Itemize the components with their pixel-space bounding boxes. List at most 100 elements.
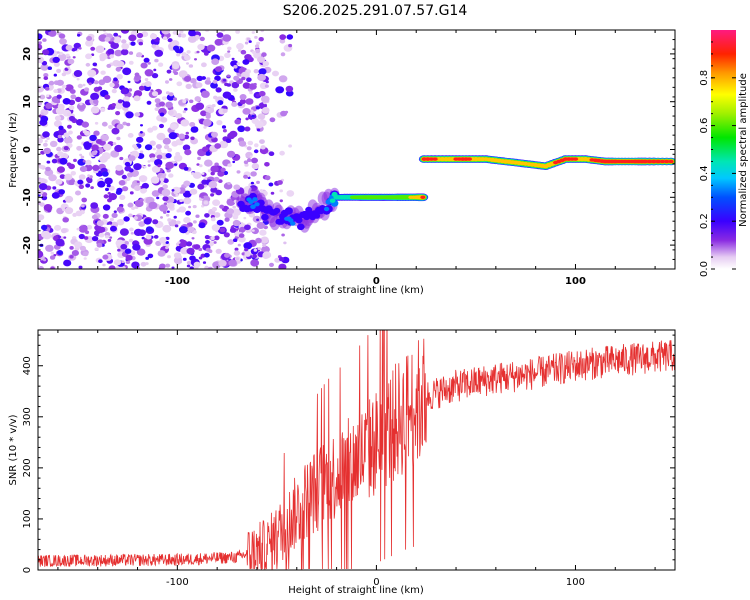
noise-speck [279, 189, 284, 193]
noise-speck [55, 179, 63, 185]
noise-speck [186, 264, 191, 268]
noise-speck [61, 72, 67, 77]
noise-speck [165, 153, 172, 159]
colorbar-tick-label: 0.2 [699, 213, 710, 229]
noise-speck [77, 33, 81, 37]
noise-speck [193, 261, 201, 268]
noise-speck [79, 245, 86, 251]
noise-speck [281, 233, 285, 237]
noise-speck [249, 91, 253, 95]
noise-speck [134, 112, 141, 117]
noise-speck [261, 245, 270, 254]
noise-speck [147, 127, 154, 133]
noise-speck [264, 162, 270, 167]
noise-speck [42, 38, 47, 42]
noise-speck [86, 77, 95, 85]
noise-speck [145, 234, 152, 240]
noise-speck [45, 166, 51, 172]
noise-speck [128, 238, 134, 243]
noise-speck [62, 217, 69, 223]
noise-speck [165, 161, 174, 169]
noise-speck [257, 73, 266, 82]
noise-speck [116, 123, 124, 130]
noise-speck [252, 254, 257, 259]
noise-speck [199, 164, 203, 168]
noise-speck [163, 144, 170, 150]
noise-speck [238, 49, 242, 52]
ridge-cell [323, 206, 330, 212]
noise-speck [253, 82, 257, 86]
noise-speck [136, 52, 143, 58]
noise-speck [95, 45, 105, 54]
noise-speck [151, 190, 160, 197]
noise-speck [227, 239, 234, 245]
noise-speck [268, 151, 275, 156]
noise-speck [82, 251, 89, 257]
noise-speck [232, 219, 241, 227]
noise-speck [138, 175, 148, 183]
noise-speck [179, 198, 184, 203]
noise-speck [227, 181, 231, 185]
noise-speck [166, 69, 172, 74]
noise-speck [167, 147, 173, 153]
noise-speck [186, 50, 191, 54]
noise-speck [213, 176, 220, 182]
noise-speck [43, 76, 49, 81]
noise-speck [231, 81, 240, 89]
noise-speck [264, 84, 269, 88]
noise-speck [214, 38, 223, 46]
noise-speck [104, 94, 111, 100]
y-tick-label: 0 [22, 146, 33, 153]
noise-speck [149, 33, 158, 40]
noise-speck [210, 187, 218, 193]
noise-speck [228, 259, 237, 267]
noise-speck [116, 206, 124, 213]
noise-speck [239, 98, 246, 105]
noise-speck [203, 126, 207, 129]
x-tick-label: 100 [565, 276, 586, 287]
noise-speck [180, 119, 190, 127]
noise-speck [223, 78, 227, 82]
noise-speck [60, 236, 65, 240]
noise-speck [194, 96, 201, 102]
noise-speck [237, 243, 241, 247]
noise-speck [198, 247, 203, 252]
noise-speck [91, 236, 99, 242]
noise-speck [124, 161, 131, 167]
noise-speck [171, 189, 175, 192]
noise-speck [184, 149, 192, 156]
ridge-cell [295, 216, 303, 224]
noise-speck [66, 112, 72, 117]
noise-speck [168, 173, 174, 178]
y-tick-label: 10 [22, 95, 33, 109]
ridge-cell [646, 159, 653, 164]
noise-speck [153, 235, 159, 239]
noise-speck [83, 236, 89, 240]
snr-frame [37, 329, 676, 571]
noise-speck [234, 247, 239, 251]
noise-speck [45, 102, 53, 109]
noise-speck [278, 75, 288, 83]
x-tick-label: -100 [166, 577, 189, 588]
noise-speck [120, 88, 128, 95]
noise-speck [162, 196, 169, 202]
noise-speck [204, 213, 210, 218]
noise-speck [113, 210, 117, 213]
noise-speck [261, 52, 267, 57]
noise-speck [43, 147, 51, 155]
noise-speck [257, 56, 266, 63]
noise-speck [44, 140, 48, 143]
ridge-cell [668, 159, 674, 164]
noise-speck [161, 188, 171, 197]
noise-speck [200, 196, 204, 199]
noise-speck [247, 140, 254, 146]
noise-speck [204, 265, 209, 269]
noise-speck [94, 121, 99, 125]
noise-speck [242, 108, 251, 115]
ridge-cell [284, 207, 293, 215]
noise-speck [121, 43, 130, 50]
noise-speck [128, 213, 133, 218]
noise-speck [136, 32, 144, 39]
y-tick-label: 100 [22, 509, 33, 528]
